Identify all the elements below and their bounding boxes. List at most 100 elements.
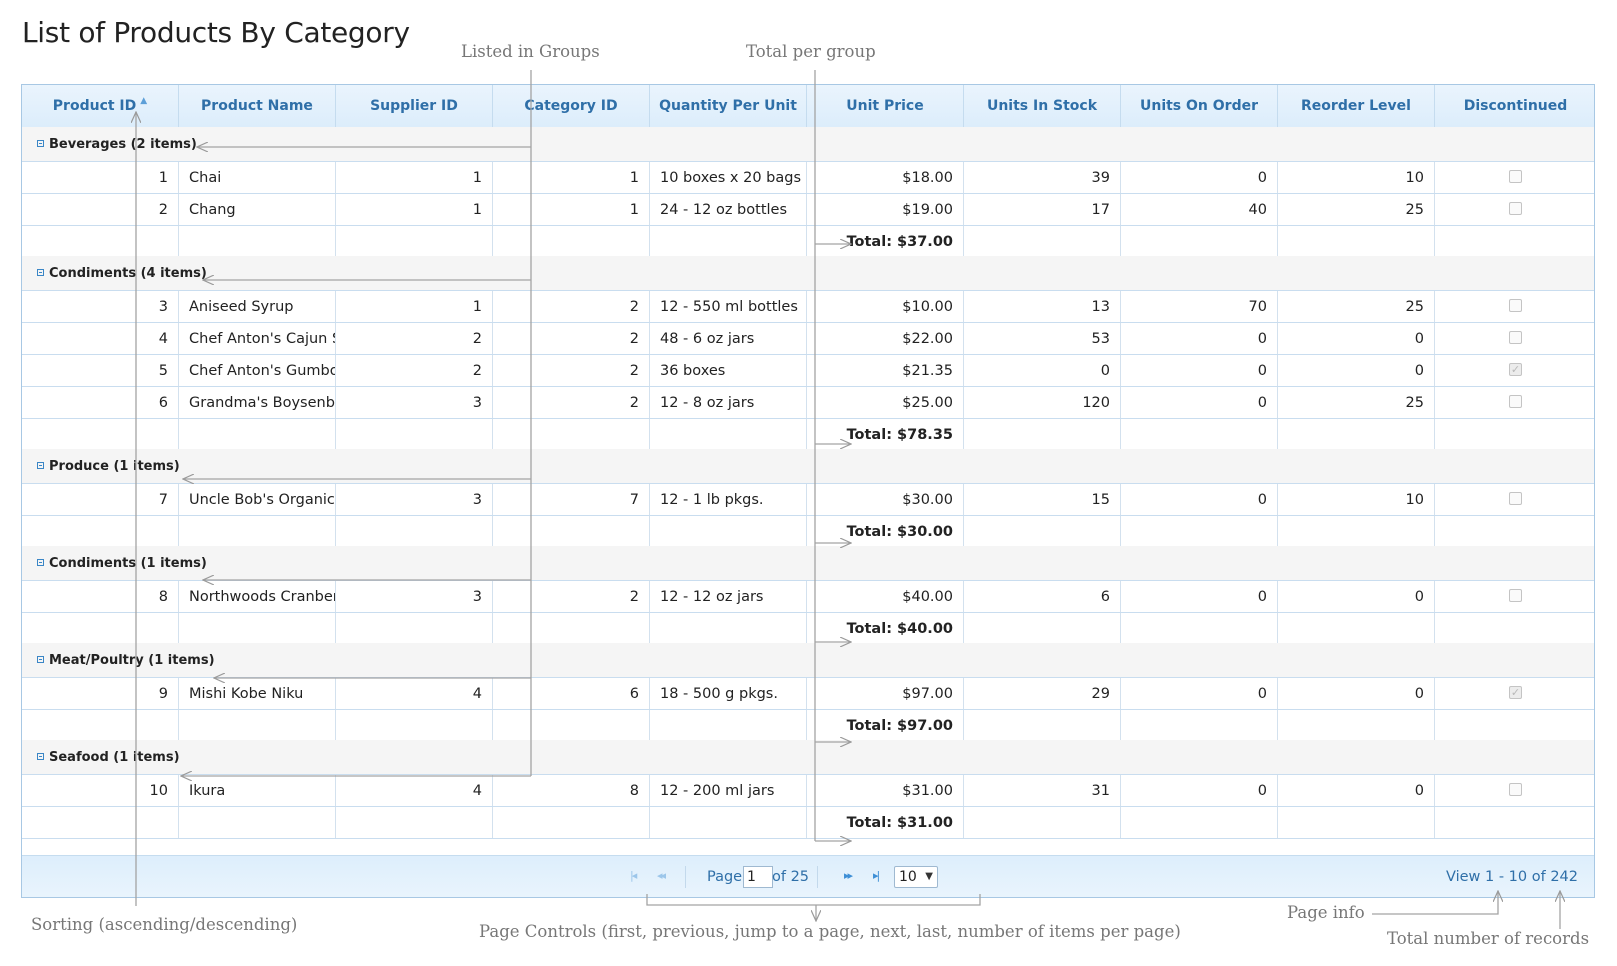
summary-cell	[179, 807, 336, 838]
cell-supplier: 1	[336, 162, 493, 193]
collapse-minus-icon[interactable]	[37, 753, 44, 760]
discontinued-checkbox	[1509, 588, 1522, 602]
column-header[interactable]: Discontinued	[1435, 85, 1596, 127]
summary-cell	[493, 516, 650, 547]
column-header[interactable]: Units In Stock	[964, 85, 1121, 127]
table-row[interactable]: 8 Northwoods Cranber 3 2 12 - 12 oz jars $40.…	[22, 581, 1594, 613]
cell-order: 0	[1121, 775, 1278, 806]
collapse-minus-icon[interactable]	[37, 656, 44, 663]
cell-name: Chai	[179, 162, 336, 193]
summary-cell	[1278, 807, 1435, 838]
cell-price: $18.00	[807, 162, 964, 193]
summary-cell	[964, 710, 1121, 741]
annotation-listed-in-groups: Listed in Groups	[461, 42, 600, 61]
cell-name: Aniseed Syrup	[179, 291, 336, 322]
cell-category: 8	[493, 775, 650, 806]
summary-cell	[179, 710, 336, 741]
next-page-icon[interactable]: ▸▸	[844, 869, 853, 882]
annotation-page-info: Page info	[1287, 903, 1365, 922]
discontinued-checkbox: ✓	[1509, 362, 1522, 376]
column-header[interactable]: Reorder Level	[1278, 85, 1435, 127]
cell-stock: 31	[964, 775, 1121, 806]
summary-cell	[336, 710, 493, 741]
column-header[interactable]: Supplier ID	[336, 85, 493, 127]
group-total: Total: $97.00	[807, 710, 964, 741]
table-row[interactable]: 5 Chef Anton's Gumbo 2 2 36 boxes $21.35 0 0 0 ✓	[22, 355, 1594, 387]
summary-cell	[179, 226, 336, 257]
cell-category: 2	[493, 323, 650, 354]
first-page-icon[interactable]: |◂	[630, 869, 637, 882]
summary-cell	[964, 226, 1121, 257]
cell-reorder: 0	[1278, 323, 1435, 354]
group-label: Condiments (4 items)	[37, 256, 207, 291]
group-header-row[interactable]: Condiments (4 items)	[22, 256, 1594, 291]
discontinued-cell	[1435, 291, 1596, 322]
cell-reorder: 25	[1278, 291, 1435, 322]
column-header[interactable]: Units On Order	[1121, 85, 1278, 127]
page-size-select[interactable]: 10 ▼	[894, 866, 938, 888]
last-page-icon[interactable]: ▸|	[873, 869, 880, 882]
column-header-label: Category ID	[524, 98, 618, 114]
page-label: Page	[707, 869, 743, 885]
table-row[interactable]: 10 Ikura 4 8 12 - 200 ml jars $31.00 31 0 0	[22, 775, 1594, 807]
cell-price: $40.00	[807, 581, 964, 612]
group-label-text: Produce (1 items)	[49, 459, 180, 474]
summary-cell	[336, 516, 493, 547]
discontinued-checkbox: ✓	[1509, 685, 1522, 699]
summary-cell	[22, 710, 179, 741]
previous-page-icon[interactable]: ◂◂	[657, 869, 666, 882]
summary-cell	[179, 419, 336, 450]
cell-reorder: 25	[1278, 194, 1435, 225]
table-row[interactable]: 9 Mishi Kobe Niku 4 6 18 - 500 g pkgs. $97.00…	[22, 678, 1594, 710]
cell-name: Uncle Bob's Organic	[179, 484, 336, 515]
table-row[interactable]: 1 Chai 1 1 10 boxes x 20 bags $18.00 39 0 10	[22, 162, 1594, 194]
cell-order: 0	[1121, 484, 1278, 515]
cell-reorder: 10	[1278, 162, 1435, 193]
cell-stock: 15	[964, 484, 1121, 515]
cell-price: $97.00	[807, 678, 964, 709]
summary-cell	[1121, 226, 1278, 257]
column-header[interactable]: Product ID ▲	[22, 85, 179, 127]
column-header[interactable]: Category ID	[493, 85, 650, 127]
group-label: Seafood (1 items)	[37, 740, 180, 775]
table-row[interactable]: 6 Grandma's Boysenbe 3 2 12 - 8 oz jars $25.0…	[22, 387, 1594, 419]
table-row[interactable]: 2 Chang 1 1 24 - 12 oz bottles $19.00 17 40 25	[22, 194, 1594, 226]
column-header[interactable]: Quantity Per Unit	[650, 85, 807, 127]
column-header[interactable]: Product Name	[179, 85, 336, 127]
cell-order: 0	[1121, 355, 1278, 386]
cell-stock: 6	[964, 581, 1121, 612]
pager-divider	[817, 866, 818, 888]
group-label-text: Meat/Poultry (1 items)	[49, 653, 215, 668]
collapse-minus-icon[interactable]	[37, 140, 44, 147]
discontinued-cell	[1435, 323, 1596, 354]
group-header-row[interactable]: Condiments (1 items)	[22, 546, 1594, 581]
cell-category: 2	[493, 355, 650, 386]
group-summary-row: Total: $30.00	[22, 516, 1594, 548]
products-grid: Product ID ▲ Product Name Supplier ID Catego…	[21, 84, 1595, 898]
cell-category: 1	[493, 162, 650, 193]
page-number-input[interactable]	[743, 866, 773, 888]
group-header-row[interactable]: Beverages (2 items)	[22, 127, 1594, 162]
summary-cell	[1278, 419, 1435, 450]
table-row[interactable]: 3 Aniseed Syrup 1 2 12 - 550 ml bottles $10.0…	[22, 291, 1594, 323]
table-row[interactable]: 7 Uncle Bob's Organic 3 7 12 - 1 lb pkgs. $30…	[22, 484, 1594, 516]
cell-supplier: 1	[336, 194, 493, 225]
column-header[interactable]: Unit Price	[807, 85, 964, 127]
collapse-minus-icon[interactable]	[37, 462, 44, 469]
discontinued-checkbox	[1509, 201, 1522, 215]
group-header-row[interactable]: Produce (1 items)	[22, 449, 1594, 484]
cell-qty: 12 - 8 oz jars	[650, 387, 807, 418]
cell-order: 0	[1121, 678, 1278, 709]
sort-ascending-icon[interactable]: ▲	[140, 96, 148, 106]
cell-id: 5	[22, 355, 179, 386]
column-header-label: Quantity Per Unit	[659, 98, 797, 114]
cell-category: 1	[493, 194, 650, 225]
collapse-minus-icon[interactable]	[37, 269, 44, 276]
table-row[interactable]: 4 Chef Anton's Cajun S 2 2 48 - 6 oz jars $22…	[22, 323, 1594, 355]
group-header-row[interactable]: Meat/Poultry (1 items)	[22, 643, 1594, 678]
cell-reorder: 0	[1278, 355, 1435, 386]
collapse-minus-icon[interactable]	[37, 559, 44, 566]
view-info: View 1 - 10 of 242	[1445, 869, 1578, 885]
summary-cell	[493, 613, 650, 644]
group-header-row[interactable]: Seafood (1 items)	[22, 740, 1594, 775]
